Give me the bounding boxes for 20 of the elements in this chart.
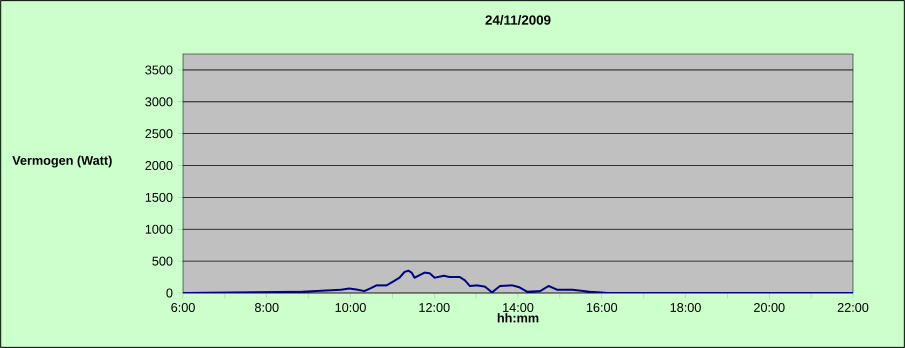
y-tick-label: 1000 xyxy=(146,224,172,234)
x-tick-label: 22:00 xyxy=(838,303,868,312)
x-axis-title: hh:mm xyxy=(498,313,538,322)
y-tick-label: 3500 xyxy=(145,65,172,74)
chart-title: 24/11/2009 xyxy=(485,14,550,25)
y-tick-label: 1500 xyxy=(146,192,172,202)
x-tick-label: 20:00 xyxy=(754,303,785,312)
y-tick-label: 0 xyxy=(166,288,172,298)
x-tick-label: 16:00 xyxy=(586,303,618,312)
y-axis-title: Vermogen (Watt) xyxy=(12,156,112,168)
y-tick-label: 2500 xyxy=(145,129,172,138)
x-tick-label: 10:00 xyxy=(336,303,366,312)
y-tick-label: 2000 xyxy=(145,161,172,170)
x-tick-label: 12:00 xyxy=(419,303,450,312)
x-tick-label: 6:00 xyxy=(171,303,195,312)
y-tick-label: 3000 xyxy=(145,97,172,106)
y-tick-label: 500 xyxy=(152,256,172,266)
x-tick-label: 14:00 xyxy=(503,303,534,312)
x-tick-label: 18:00 xyxy=(670,303,701,312)
x-tick-label: 8:00 xyxy=(254,303,279,312)
